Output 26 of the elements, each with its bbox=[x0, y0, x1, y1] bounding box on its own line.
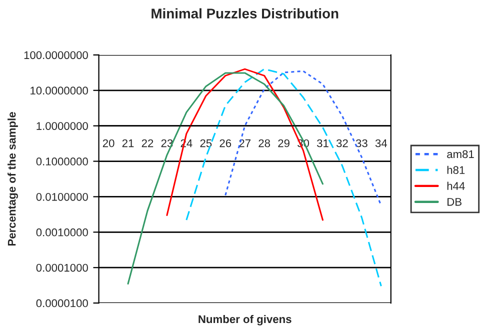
x-tick-label: 28 bbox=[258, 139, 270, 148]
y-tick-label: 0.0010000 bbox=[36, 228, 88, 236]
y-tick-label: 1.0000000 bbox=[36, 122, 88, 130]
legend-label: h81 bbox=[447, 166, 465, 174]
x-tick-label: 31 bbox=[316, 139, 328, 148]
y-tick-label: 0.1000000 bbox=[36, 158, 88, 166]
x-tick-label: 21 bbox=[122, 139, 134, 148]
y-tick-label: 0.0100000 bbox=[36, 192, 88, 201]
x-tick-label: 33 bbox=[356, 139, 368, 148]
y-tick-label: 0.0001000 bbox=[36, 264, 88, 272]
y-tick-label: 0.0000100 bbox=[36, 299, 88, 308]
x-tick-label: 34 bbox=[375, 139, 388, 148]
y-tick-label: 10.0000000 bbox=[30, 86, 88, 95]
y-tick-label: 100.0000000 bbox=[24, 51, 88, 60]
x-tick-label: 25 bbox=[200, 139, 212, 148]
y-axis-title: Percentage of the sample bbox=[8, 112, 18, 246]
legend-label: am81 bbox=[447, 150, 474, 158]
chart-title: Minimal Puzzles Distribution bbox=[152, 8, 338, 18]
x-tick-label: 32 bbox=[336, 139, 348, 148]
x-tick-label: 20 bbox=[102, 139, 114, 148]
x-tick-label: 26 bbox=[220, 139, 232, 148]
x-axis-title: Number of givens bbox=[198, 314, 292, 326]
legend-label: DB bbox=[448, 198, 462, 206]
x-tick-label: 22 bbox=[142, 139, 154, 148]
legend-label: h44 bbox=[447, 182, 465, 190]
x-tick-label: 29 bbox=[278, 139, 290, 148]
